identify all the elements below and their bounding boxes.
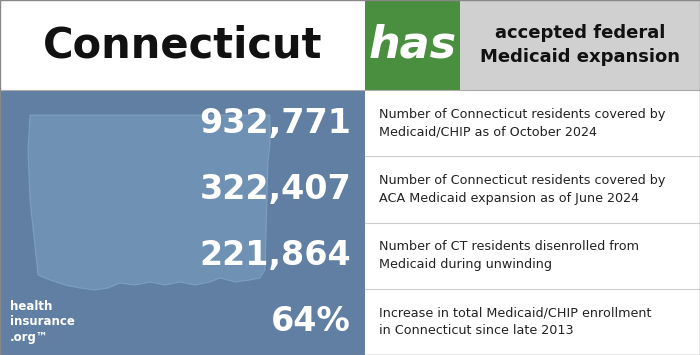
Text: 322,407: 322,407 bbox=[199, 173, 351, 206]
Bar bbox=[365, 0, 460, 90]
Bar bbox=[0, 0, 365, 90]
Text: health
insurance
.org™: health insurance .org™ bbox=[10, 300, 75, 344]
Bar bbox=[460, 0, 700, 90]
Bar bbox=[365, 90, 700, 355]
Text: accepted federal
Medicaid expansion: accepted federal Medicaid expansion bbox=[480, 23, 680, 66]
Bar bbox=[0, 90, 365, 355]
Polygon shape bbox=[28, 115, 270, 290]
Text: 932,771: 932,771 bbox=[199, 106, 351, 140]
Text: Number of Connecticut residents covered by
Medicaid/CHIP as of October 2024: Number of Connecticut residents covered … bbox=[379, 108, 666, 138]
Text: Connecticut: Connecticut bbox=[43, 24, 322, 66]
Text: 64%: 64% bbox=[272, 305, 351, 338]
Text: Number of CT residents disenrolled from
Medicaid during unwinding: Number of CT residents disenrolled from … bbox=[379, 240, 639, 271]
Text: has: has bbox=[368, 23, 456, 66]
Text: 221,864: 221,864 bbox=[199, 239, 351, 272]
Text: Number of Connecticut residents covered by
ACA Medicaid expansion as of June 202: Number of Connecticut residents covered … bbox=[379, 174, 666, 205]
Text: Increase in total Medicaid/CHIP enrollment
in Connecticut since late 2013: Increase in total Medicaid/CHIP enrollme… bbox=[379, 306, 652, 337]
